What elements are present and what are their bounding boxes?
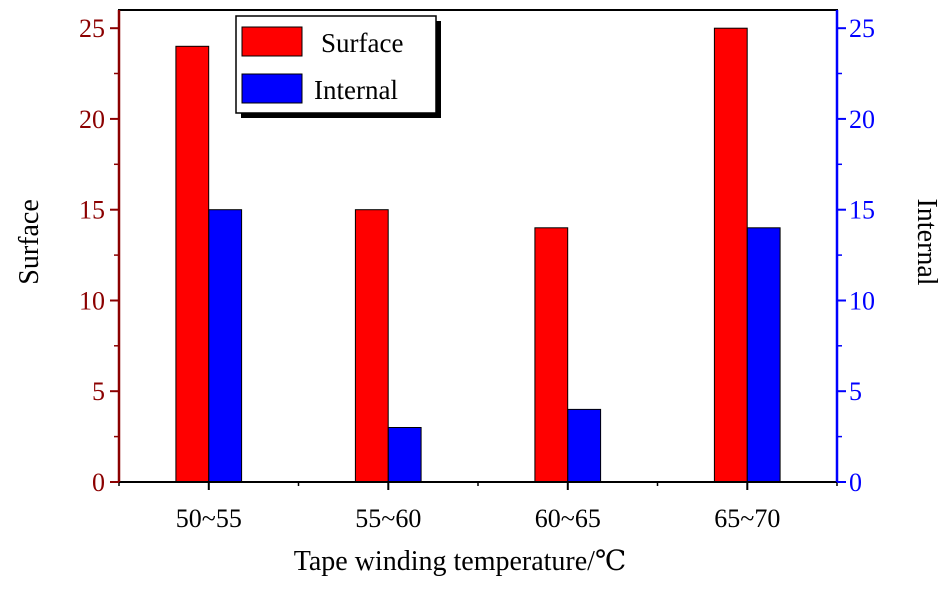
y-tick-label-right-0: 0: [849, 468, 862, 497]
y-tick-label-right-4: 20: [849, 105, 875, 134]
y-tick-label-left-4: 20: [79, 105, 105, 134]
x-tick-label-3: 65~70: [714, 504, 780, 533]
legend-label-internal: Internal: [314, 75, 398, 105]
bar-surface-0: [175, 45, 210, 483]
x-tick-label-2: 60~65: [535, 504, 601, 533]
legend-swatch-surface: [241, 26, 303, 57]
bar-internal-3: [746, 227, 781, 483]
legend-label-surface: Surface: [321, 28, 403, 58]
legend-swatch-internal: [241, 73, 303, 104]
legend: Surface Internal: [235, 15, 441, 118]
y-tick-label-right-2: 10: [849, 287, 875, 316]
ticks-layer: 50~55 55~60 60~65 65~70 0 0 5 5 10 10 15 15 20 20 25 25: [79, 14, 875, 533]
y-tick-label-left-3: 15: [79, 196, 105, 225]
y-axis-title-right: Internal: [911, 198, 942, 285]
bar-internal-0: [208, 209, 243, 483]
y-tick-label-right-1: 5: [849, 377, 862, 406]
x-axis-title: Tape winding temperature/℃: [294, 546, 627, 577]
bar-internal-1: [387, 427, 422, 483]
y-tick-label-left-2: 10: [79, 287, 105, 316]
y-axis-title-left: Surface: [14, 199, 45, 285]
y-tick-label-left-1: 5: [92, 377, 105, 406]
y-tick-label-right-5: 25: [849, 14, 875, 43]
bar-surface-2: [534, 227, 569, 483]
x-tick-label-0: 50~55: [176, 504, 242, 533]
bars-layer: [175, 27, 781, 483]
x-tick-label-1: 55~60: [355, 504, 421, 533]
y-tick-label-left-5: 25: [79, 14, 105, 43]
bar-surface-3: [713, 27, 748, 483]
y-tick-label-left-0: 0: [92, 468, 105, 497]
bar-surface-1: [354, 209, 389, 483]
y-tick-label-right-3: 15: [849, 196, 875, 225]
bar-internal-2: [567, 408, 602, 483]
